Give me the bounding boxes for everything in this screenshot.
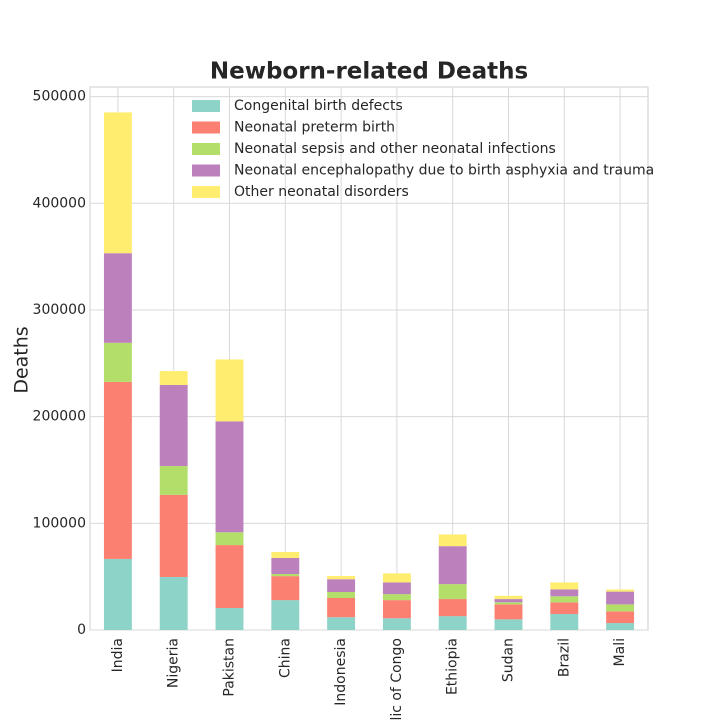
bar-segment bbox=[606, 589, 635, 592]
bar-segment bbox=[103, 558, 132, 630]
legend-label: Neonatal sepsis and other neonatal infec… bbox=[234, 141, 556, 157]
bar-segment bbox=[606, 611, 635, 624]
bar-segment bbox=[159, 494, 188, 577]
bar-segment bbox=[382, 600, 411, 619]
y-tick-label: 300000 bbox=[33, 302, 86, 318]
y-tick-label: 100000 bbox=[33, 515, 86, 531]
legend-swatch bbox=[192, 100, 220, 112]
bar-segment bbox=[494, 619, 523, 630]
bar-segment bbox=[103, 112, 132, 254]
legend-label: Congenital birth defects bbox=[234, 98, 403, 114]
x-tick-label: India bbox=[110, 638, 126, 672]
bar-segment bbox=[382, 582, 411, 595]
y-tick-label: 400000 bbox=[33, 195, 86, 211]
x-tick-label: Democratic Republic of Congo bbox=[389, 638, 405, 720]
bar-segment bbox=[494, 604, 523, 620]
bar-segment bbox=[271, 552, 300, 558]
y-tick-label: 200000 bbox=[33, 409, 86, 425]
bar-segment bbox=[215, 532, 244, 546]
bar-segment bbox=[215, 608, 244, 630]
legend-swatch bbox=[192, 186, 220, 198]
bar-segment bbox=[271, 600, 300, 630]
bar-segment bbox=[327, 579, 356, 593]
bar-segment bbox=[159, 384, 188, 467]
bar-segment bbox=[438, 546, 467, 585]
bar-segment bbox=[159, 466, 188, 495]
bar-segment bbox=[550, 589, 579, 597]
bar-segment bbox=[606, 623, 635, 630]
bar-segment bbox=[103, 342, 132, 382]
chart-title: Newborn-related Deaths bbox=[210, 59, 528, 85]
bar-segment bbox=[159, 371, 188, 385]
bar-segment bbox=[215, 359, 244, 422]
bar-segment bbox=[550, 596, 579, 603]
bar-segment bbox=[103, 381, 132, 559]
bar-segment bbox=[215, 545, 244, 609]
bar-segment bbox=[438, 584, 467, 600]
bar-segment bbox=[550, 602, 579, 614]
bar-segment bbox=[327, 576, 356, 580]
legend-label: Neonatal encephalopathy due to birth asp… bbox=[234, 163, 654, 179]
x-tick-label: Mali bbox=[612, 638, 628, 666]
y-axis-label: Deaths bbox=[11, 326, 33, 393]
legend-label: Other neonatal disorders bbox=[234, 184, 409, 200]
bar-segment bbox=[494, 602, 523, 605]
bar-segment bbox=[103, 253, 132, 343]
legend-swatch bbox=[192, 143, 220, 155]
x-tick-label: Indonesia bbox=[333, 638, 349, 706]
bar-segment bbox=[327, 592, 356, 598]
x-tick-label: China bbox=[277, 638, 293, 678]
y-tick-label: 500000 bbox=[33, 89, 86, 105]
x-tick-label: Ethiopia bbox=[445, 638, 461, 695]
bar-segment bbox=[271, 557, 300, 574]
bar-segment bbox=[382, 573, 411, 583]
legend-label: Neonatal preterm birth bbox=[234, 120, 395, 136]
legend-swatch bbox=[192, 164, 220, 177]
legend-swatch bbox=[192, 121, 220, 134]
bar-segment bbox=[438, 616, 467, 630]
x-tick-label: Nigeria bbox=[166, 638, 182, 688]
bar-segment bbox=[327, 617, 356, 630]
bar-segment bbox=[438, 534, 467, 547]
x-tick-label: Pakistan bbox=[222, 638, 238, 697]
bar-segment bbox=[494, 599, 523, 603]
x-tick-label: Sudan bbox=[501, 638, 517, 682]
bar-segment bbox=[550, 613, 579, 630]
bar-segment bbox=[494, 595, 523, 600]
bar-segment bbox=[606, 591, 635, 605]
bar-segment bbox=[159, 576, 188, 630]
bar-segment bbox=[271, 573, 300, 577]
bar-segment bbox=[382, 618, 411, 630]
x-tick-label: Brazil bbox=[556, 638, 572, 677]
bar-segment bbox=[327, 597, 356, 618]
bar-segment bbox=[271, 576, 300, 601]
bar-segment bbox=[438, 599, 467, 617]
bar-segment bbox=[606, 604, 635, 612]
bar-segment bbox=[550, 582, 579, 590]
y-tick-label: 0 bbox=[77, 622, 86, 638]
bar-segment bbox=[382, 594, 411, 601]
bar-segment bbox=[215, 421, 244, 533]
